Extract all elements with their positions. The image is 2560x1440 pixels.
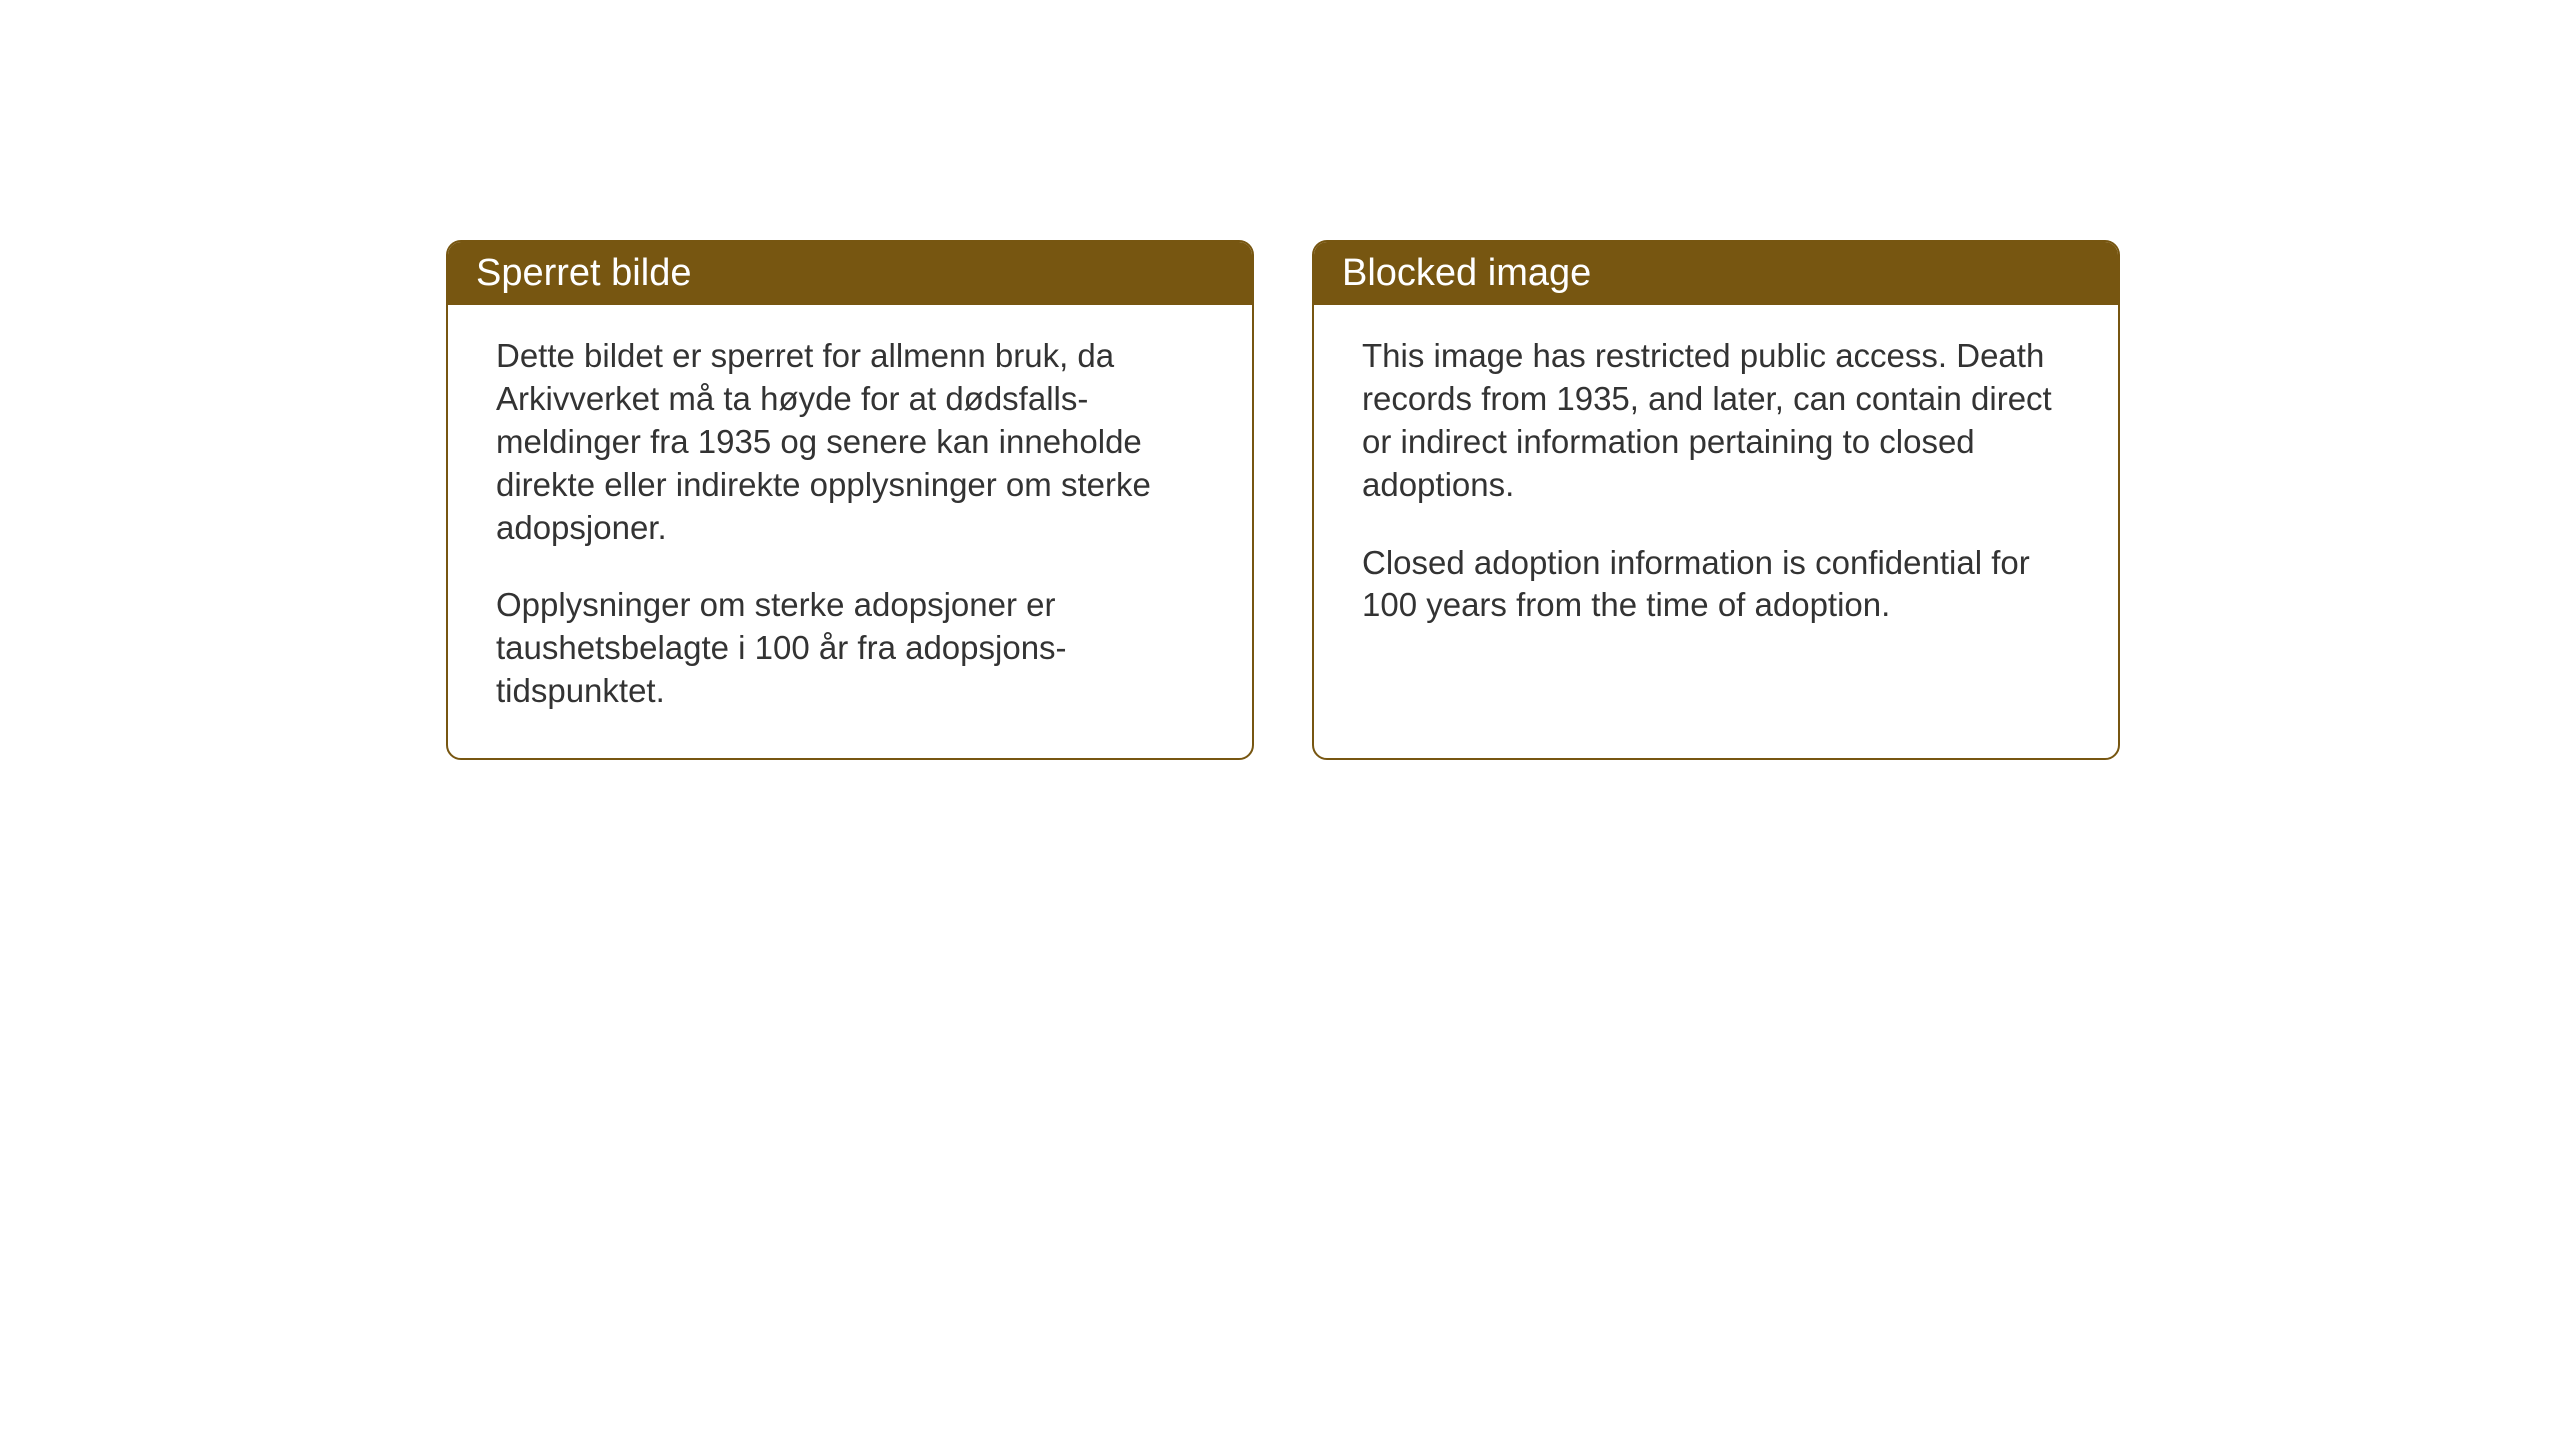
card-title-norwegian: Sperret bilde: [476, 252, 691, 294]
card-english: Blocked image This image has restricted …: [1312, 240, 2120, 760]
card-paragraph2-english: Closed adoption information is confident…: [1362, 542, 2070, 628]
card-header-english: Blocked image: [1314, 242, 2118, 305]
card-paragraph2-norwegian: Opplysninger om sterke adopsjoner er tau…: [496, 584, 1204, 713]
card-title-english: Blocked image: [1342, 252, 1591, 294]
card-norwegian: Sperret bilde Dette bildet er sperret fo…: [446, 240, 1254, 760]
card-body-english: This image has restricted public access.…: [1314, 305, 2118, 672]
card-header-norwegian: Sperret bilde: [448, 242, 1252, 305]
card-paragraph1-norwegian: Dette bildet er sperret for allmenn bruk…: [496, 335, 1204, 549]
cards-container: Sperret bilde Dette bildet er sperret fo…: [446, 240, 2120, 760]
card-paragraph1-english: This image has restricted public access.…: [1362, 335, 2070, 507]
card-body-norwegian: Dette bildet er sperret for allmenn bruk…: [448, 305, 1252, 758]
